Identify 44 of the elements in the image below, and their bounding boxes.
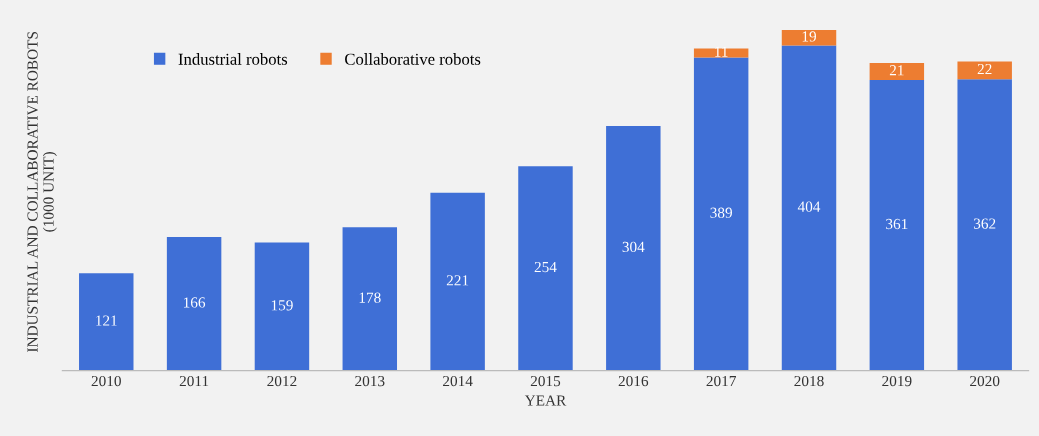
- x-tick-label: 2017: [706, 375, 736, 387]
- data-label: 21: [889, 65, 904, 76]
- x-tick-label: 2020: [970, 375, 1000, 387]
- bar: [781, 45, 837, 371]
- bar: [79, 273, 134, 371]
- data-label: 361: [886, 218, 908, 230]
- bar: [254, 242, 310, 371]
- x-tick-label: 2018: [794, 375, 824, 387]
- x-axis-title: YEAR: [524, 395, 567, 406]
- y-axis-title: INDUSTRIAL AND COLLABORATIVE ROBOTS (1000 UNIT): [27, 32, 57, 353]
- bar: [430, 192, 485, 371]
- bar: [693, 57, 749, 371]
- data-label: 304: [622, 241, 645, 253]
- bar: [781, 30, 837, 46]
- data-label: 159: [271, 300, 293, 311]
- bar: [957, 79, 1012, 371]
- bar: [342, 227, 398, 371]
- x-tick-label: 2012: [267, 375, 297, 387]
- x-tick-label: 2011: [179, 375, 209, 387]
- data-label: 404: [797, 201, 821, 212]
- data-label: 362: [973, 218, 996, 229]
- bar: [957, 61, 1012, 80]
- x-tick-label: 2013: [355, 375, 385, 387]
- legend-label: Collaborative robots: [345, 53, 481, 65]
- bar: [166, 236, 222, 371]
- x-tick-label: 2016: [618, 375, 649, 387]
- x-tick-label: 2019: [882, 375, 912, 387]
- data-label: 178: [359, 292, 381, 303]
- bar: [606, 125, 661, 371]
- legend-label: Industrial robots: [178, 53, 288, 65]
- data-label: 389: [710, 207, 732, 218]
- data-label: 22: [977, 63, 992, 75]
- data-label: 166: [183, 297, 206, 308]
- x-tick-label: 2015: [530, 375, 561, 387]
- data-label: 221: [446, 275, 469, 286]
- x-tick-label: 2014: [443, 375, 473, 387]
- data-label: 254: [534, 261, 557, 273]
- data-label: 11: [715, 46, 728, 57]
- bar: [518, 166, 573, 371]
- data-label: 19: [802, 31, 817, 42]
- data-label: 121: [96, 315, 117, 326]
- bar: [869, 63, 925, 81]
- bar: [869, 80, 925, 371]
- x-tick-label: 2010: [91, 375, 121, 387]
